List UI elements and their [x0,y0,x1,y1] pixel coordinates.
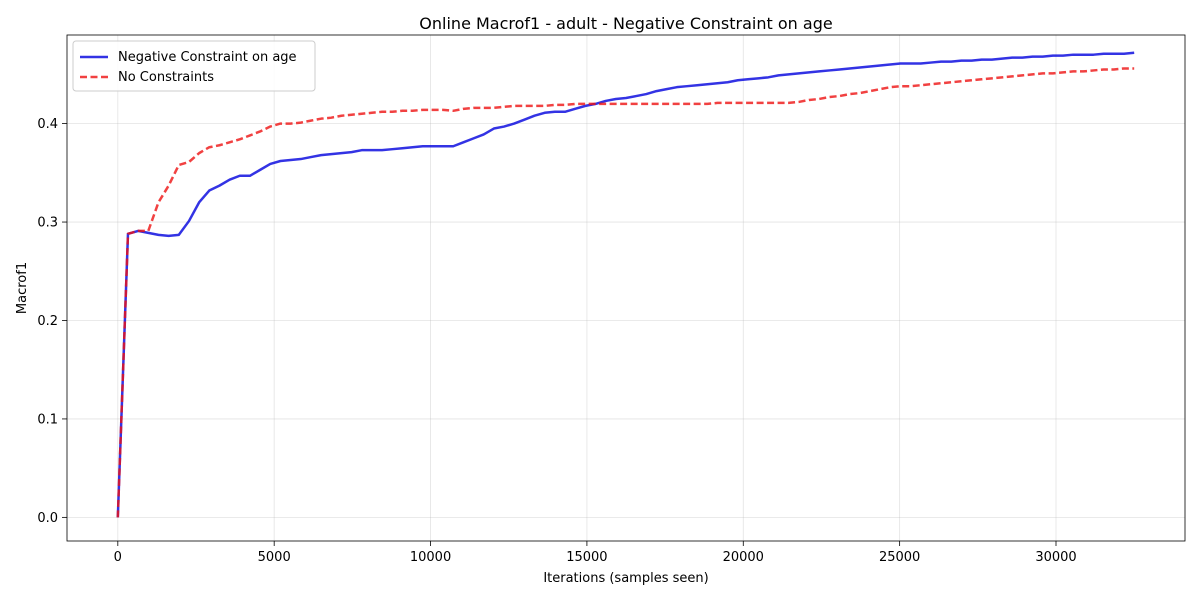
series-layer [116,51,1135,518]
y-tick-label: 0.1 [37,412,58,427]
x-tick-label: 10000 [410,550,451,565]
chart-title: Online Macrof1 - adult - Negative Constr… [419,14,832,33]
y-axis-title: Macrof1 [15,262,30,314]
y-tick-label: 0.0 [37,511,58,526]
series-line-0 [116,51,1135,518]
y-tick-label: 0.2 [37,314,58,329]
x-tick-label: 30000 [1035,550,1076,565]
y-tick-label: 0.3 [37,216,58,231]
x-axis-title: Iterations (samples seen) [543,571,708,586]
x-tick-label: 15000 [566,550,607,565]
series-line-1 [116,67,1135,518]
tick-layer: 0 5000 10000 15000 20000 25000 30000 0.0 0.1 0.2 0… [37,117,1076,565]
legend-box [72,40,316,92]
plot-frame [66,34,1186,542]
grid-layer [67,35,1185,541]
legend-label-no-constraints: No Constraints [118,70,214,85]
legend-label-negative-constraint: Negative Constraint on age [118,50,297,65]
y-tick-label: 0.4 [37,117,58,132]
legend: Negative Constraint on age No Constraint… [72,40,316,92]
x-tick-label: 20000 [723,550,764,565]
x-tick-label: 0 [114,550,122,565]
x-tick-label: 5000 [258,550,291,565]
x-tick-label: 25000 [879,550,920,565]
